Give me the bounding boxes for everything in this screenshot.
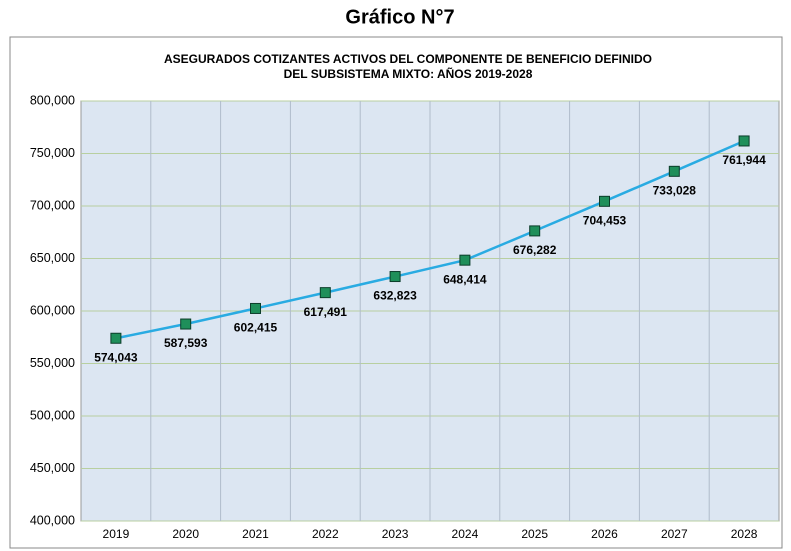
- marker: [738, 135, 750, 147]
- x-tick-label: 2021: [242, 527, 269, 541]
- data-label: 587,593: [164, 336, 208, 350]
- data-label: 761,944: [722, 153, 766, 167]
- data-label: 632,823: [373, 289, 417, 303]
- y-tick-label: 500,000: [30, 408, 75, 422]
- chart-title: ASEGURADOS COTIZANTES ACTIVOS DEL COMPON…: [164, 52, 652, 66]
- marker: [459, 254, 471, 266]
- x-tick-label: 2028: [731, 527, 758, 541]
- y-tick-label: 600,000: [30, 303, 75, 317]
- x-tick-label: 2020: [172, 527, 199, 541]
- x-tick-label: 2022: [312, 527, 339, 541]
- data-label: 617,491: [304, 305, 348, 319]
- data-label: 676,282: [513, 243, 557, 257]
- marker: [110, 332, 122, 344]
- x-tick-label: 2023: [382, 527, 409, 541]
- marker: [668, 165, 680, 177]
- data-label: 574,043: [94, 350, 138, 364]
- x-tick-label: 2026: [591, 527, 618, 541]
- x-tick-label: 2027: [661, 527, 688, 541]
- x-tick-label: 2019: [103, 527, 130, 541]
- data-label: 733,028: [653, 183, 697, 197]
- y-tick-label: 800,000: [30, 93, 75, 107]
- marker: [389, 271, 401, 283]
- marker: [529, 225, 541, 237]
- y-tick-label: 700,000: [30, 198, 75, 212]
- chart-title: DEL SUBSISTEMA MIXTO: AÑOS 2019-2028: [284, 66, 533, 81]
- y-tick-label: 450,000: [30, 461, 75, 475]
- y-tick-label: 400,000: [30, 513, 75, 527]
- x-tick-label: 2024: [452, 527, 479, 541]
- line: [115, 139, 745, 340]
- y-tick-label: 650,000: [30, 251, 75, 265]
- marker: [250, 302, 261, 314]
- y-tick-label: 750,000: [30, 146, 75, 160]
- marker: [180, 318, 192, 330]
- x-tick-label: 2025: [521, 527, 548, 541]
- heading: Gráfico N°7: [345, 6, 454, 28]
- marker: [319, 287, 331, 299]
- data-label: 704,453: [583, 213, 627, 227]
- marker: [599, 195, 610, 207]
- y-tick-label: 550,000: [30, 356, 75, 370]
- data-label: 648,414: [443, 272, 487, 286]
- data-label: 602,415: [234, 321, 278, 335]
